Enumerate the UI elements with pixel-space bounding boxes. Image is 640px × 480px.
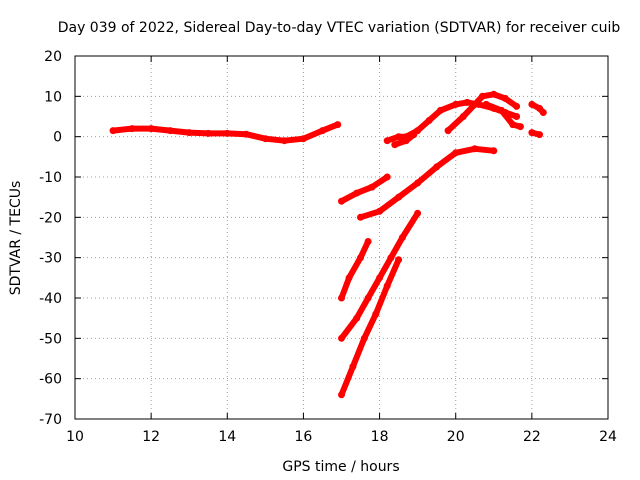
data-point (364, 238, 372, 245)
data-point (391, 141, 399, 149)
data-point (364, 294, 372, 302)
data-point (437, 106, 444, 114)
y-tick-label: -70 (39, 412, 62, 428)
data-point (383, 173, 391, 181)
y-axis: -70 -60 -50 -40 -30 -20 -10 0 10 20 (39, 49, 608, 428)
data-point (338, 197, 345, 205)
data-point (402, 137, 410, 145)
data-point (376, 274, 384, 282)
series-group (109, 90, 547, 399)
data-point (338, 334, 345, 342)
y-tick-label: 10 (44, 89, 62, 105)
data-point (471, 145, 479, 153)
y-tick-label: -20 (39, 210, 62, 226)
data-point (357, 213, 364, 221)
series-line-arc-8 (338, 174, 391, 205)
data-point (444, 127, 452, 135)
data-point (395, 133, 403, 141)
data-point (482, 100, 490, 108)
y-tick-label: -60 (39, 372, 62, 388)
data-point (490, 90, 498, 98)
data-point (501, 94, 509, 102)
data-point (338, 294, 345, 302)
x-tick-label: 12 (142, 429, 160, 445)
y-tick-label: -10 (39, 170, 62, 186)
data-point (242, 130, 250, 138)
y-tick-label: -50 (39, 331, 62, 347)
series-line-arc-12 (338, 256, 402, 398)
data-point (360, 334, 368, 342)
data-point (223, 129, 231, 137)
data-point (497, 106, 505, 114)
data-point (528, 100, 536, 108)
y-tick-label: -40 (39, 291, 62, 307)
data-point (425, 117, 433, 124)
data-point (261, 135, 269, 143)
data-point (280, 137, 288, 145)
data-point (509, 121, 517, 129)
data-point (513, 113, 521, 120)
data-point (471, 100, 479, 108)
chart-title: Day 039 of 2022, Sidereal Day-to-day VTE… (58, 20, 621, 36)
data-point (528, 129, 536, 137)
y-tick-label: 20 (44, 49, 62, 65)
data-point (387, 254, 395, 262)
series-line-arc-5 (483, 101, 524, 130)
x-tick-label: 20 (447, 429, 465, 445)
series-line-arc-10 (338, 238, 372, 301)
data-point (338, 391, 345, 399)
data-point (513, 102, 521, 110)
x-tick-label: 22 (523, 429, 541, 445)
data-point (166, 127, 174, 135)
data-point (353, 189, 361, 197)
y-tick-label: -30 (39, 251, 62, 267)
data-point (463, 98, 471, 106)
data-point (536, 131, 543, 139)
data-point (353, 314, 361, 322)
data-point (334, 121, 342, 129)
data-point (128, 125, 136, 133)
y-tick-label: 0 (53, 130, 62, 146)
data-point (398, 234, 406, 241)
data-point (516, 123, 524, 131)
data-point (345, 274, 353, 282)
data-point (414, 209, 422, 217)
x-tick-label: 10 (66, 429, 84, 445)
data-point (383, 137, 391, 145)
x-axis: 10 12 14 16 18 20 22 24 (66, 56, 617, 445)
data-point (395, 193, 403, 201)
data-point (410, 131, 418, 139)
data-point (185, 129, 193, 137)
data-point (452, 100, 460, 108)
plot-frame (74, 55, 609, 420)
x-tick-label: 16 (295, 429, 313, 445)
data-point (452, 149, 460, 157)
y-axis-label: SDTVAR / TECUs (8, 181, 24, 296)
data-point (459, 113, 467, 120)
data-point (147, 125, 155, 133)
data-point (368, 183, 376, 191)
data-point (349, 363, 357, 371)
data-point (383, 282, 391, 290)
data-point (204, 129, 212, 137)
data-point (376, 207, 384, 215)
x-tick-label: 14 (218, 429, 236, 445)
data-point (357, 254, 364, 262)
data-point (319, 127, 326, 135)
x-tick-label: 18 (371, 429, 389, 445)
data-point (490, 147, 498, 155)
x-tick-label: 24 (599, 429, 617, 445)
data-point (433, 163, 441, 171)
data-point (414, 179, 422, 187)
data-point (109, 127, 117, 135)
x-axis-label: GPS time / hours (282, 459, 399, 475)
data-point (395, 256, 403, 264)
data-point (539, 109, 547, 116)
data-point (372, 310, 380, 318)
grid (75, 56, 608, 419)
data-point (478, 92, 486, 100)
data-point (299, 135, 307, 143)
